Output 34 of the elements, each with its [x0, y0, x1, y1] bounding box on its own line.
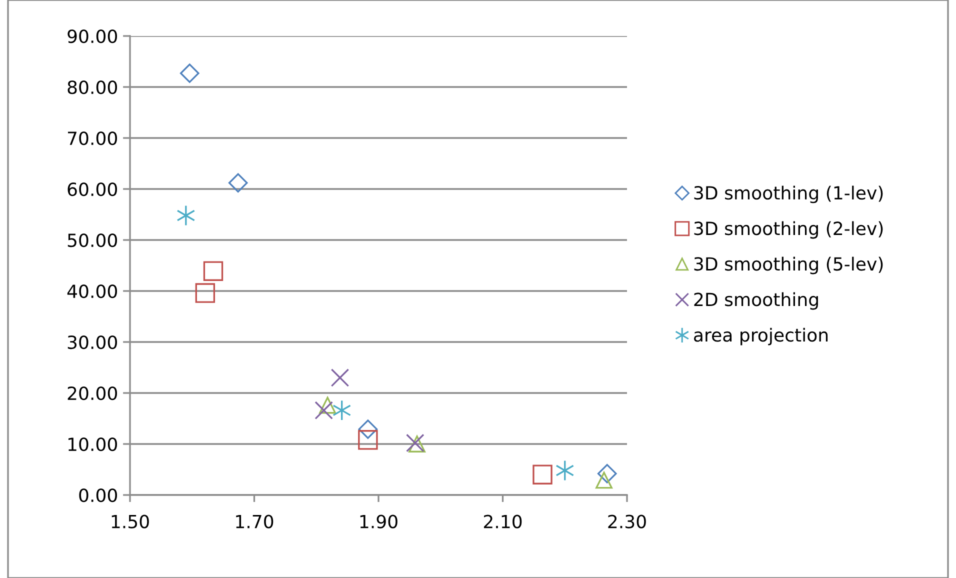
y-tick-label: 10.00: [68, 437, 117, 452]
y-tick-label: 0.00: [79, 488, 117, 502]
point: [358, 420, 378, 439]
point: [408, 436, 426, 452]
x-tick-label: 1.90: [360, 514, 398, 528]
legend-label: 2D smoothing: [694, 292, 818, 310]
y-tick-label: 70.00: [68, 131, 117, 146]
point: [532, 464, 552, 484]
y-tick-label: 40.00: [67, 284, 117, 298]
point: [314, 401, 333, 420]
point: [180, 64, 200, 83]
point: [330, 368, 350, 387]
point: [596, 472, 612, 489]
x-tick-label: 2.10: [484, 514, 522, 528]
point: [319, 396, 336, 414]
point: [203, 261, 224, 281]
y-tick-label: 80.00: [68, 80, 117, 94]
x-tick-label: 2.30: [608, 514, 646, 528]
legend-label: 3D smoothing (2-lev): [694, 221, 883, 239]
y-tick-label: 90.00: [68, 29, 117, 44]
y-tick-label: 50.00: [68, 233, 117, 248]
x-tick-label: 1.70: [236, 514, 274, 528]
x-tick-label: 1.50: [112, 514, 149, 528]
point: [228, 173, 248, 193]
point: [597, 464, 617, 484]
legend-label: area projection: [694, 328, 828, 346]
y-tick-label: 20.00: [68, 386, 117, 400]
y-tick-label: 30.00: [68, 335, 117, 350]
legend-label: 3D smoothing (5-lev): [694, 256, 883, 274]
point: [358, 430, 378, 450]
legend-label: 3D smoothing (1-lev): [694, 186, 883, 204]
point: [406, 434, 424, 452]
y-tick-label: 60.00: [68, 182, 117, 196]
point: [195, 283, 216, 303]
